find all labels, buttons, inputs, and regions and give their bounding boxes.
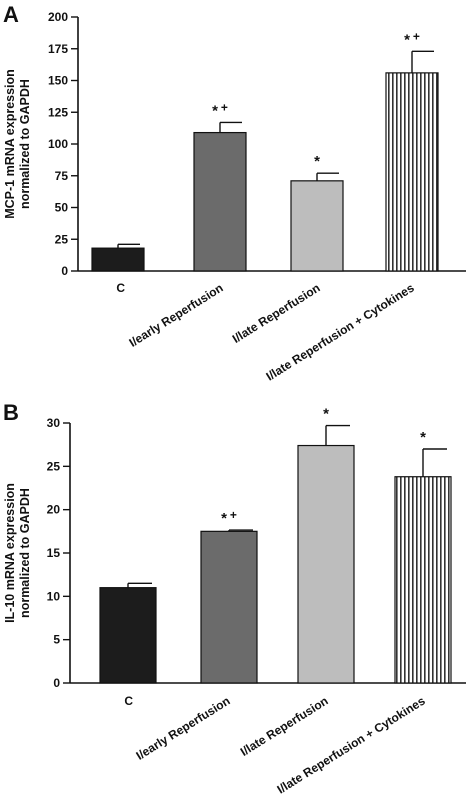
y-tick-label: 0 xyxy=(61,264,68,278)
bar xyxy=(394,476,452,684)
bar xyxy=(290,180,344,272)
panel-label: B xyxy=(3,400,19,425)
x-tick-label: I/early Reperfusion xyxy=(127,281,226,350)
chart-panel-a: A MCP-1 mRNA expression normalized to GAPD… xyxy=(3,2,466,384)
significance-label: * + xyxy=(404,29,420,48)
y-tick-label: 30 xyxy=(47,416,61,430)
x-tick-label: C xyxy=(116,281,125,295)
y-tick-label: 175 xyxy=(48,42,68,56)
bar xyxy=(200,530,258,684)
y-tick-label: 15 xyxy=(47,546,61,560)
y-tick-label: 100 xyxy=(48,137,68,151)
significance-label: * + xyxy=(212,100,228,119)
significance-label: * xyxy=(420,429,426,446)
x-tick-label: I/late Reperfusion + Cytokines xyxy=(264,281,417,384)
y-tick-label: 75 xyxy=(55,169,69,183)
y-axis-label: normalized to GAPDH xyxy=(18,79,32,209)
y-axis-label: MCP-1 mRNA expression xyxy=(3,69,17,219)
y-tick-label: 20 xyxy=(47,503,61,517)
y-axis-label: IL-10 mRNA expression xyxy=(3,483,17,623)
bar xyxy=(297,444,355,684)
y-tick-label: 200 xyxy=(48,10,68,24)
significance-label: * + xyxy=(221,508,237,527)
x-tick-label: I/late Reperfusion xyxy=(238,694,331,759)
y-tick-label: 150 xyxy=(48,74,68,88)
x-tick-label: I/early Reperfusion xyxy=(134,694,233,763)
bar xyxy=(385,72,439,272)
panel-label: A xyxy=(3,2,19,27)
bar xyxy=(99,587,157,684)
x-tick-label: C xyxy=(124,694,133,708)
bar xyxy=(193,131,247,272)
y-tick-label: 25 xyxy=(55,232,69,246)
significance-label: * xyxy=(314,153,320,170)
y-tick-label: 5 xyxy=(53,633,60,647)
bar xyxy=(91,247,145,272)
y-tick-label: 10 xyxy=(47,589,61,603)
chart-panel-b: B IL-10 mRNA expression normalized to GAPD… xyxy=(3,400,466,797)
y-axis-label: normalized to GAPDH xyxy=(18,488,32,618)
y-tick-label: 0 xyxy=(53,676,60,690)
y-tick-label: 125 xyxy=(48,105,68,119)
y-tick-label: 25 xyxy=(47,459,61,473)
x-tick-label: I/late Reperfusion xyxy=(230,281,323,346)
y-tick-label: 50 xyxy=(55,201,69,215)
significance-label: * xyxy=(323,406,329,423)
